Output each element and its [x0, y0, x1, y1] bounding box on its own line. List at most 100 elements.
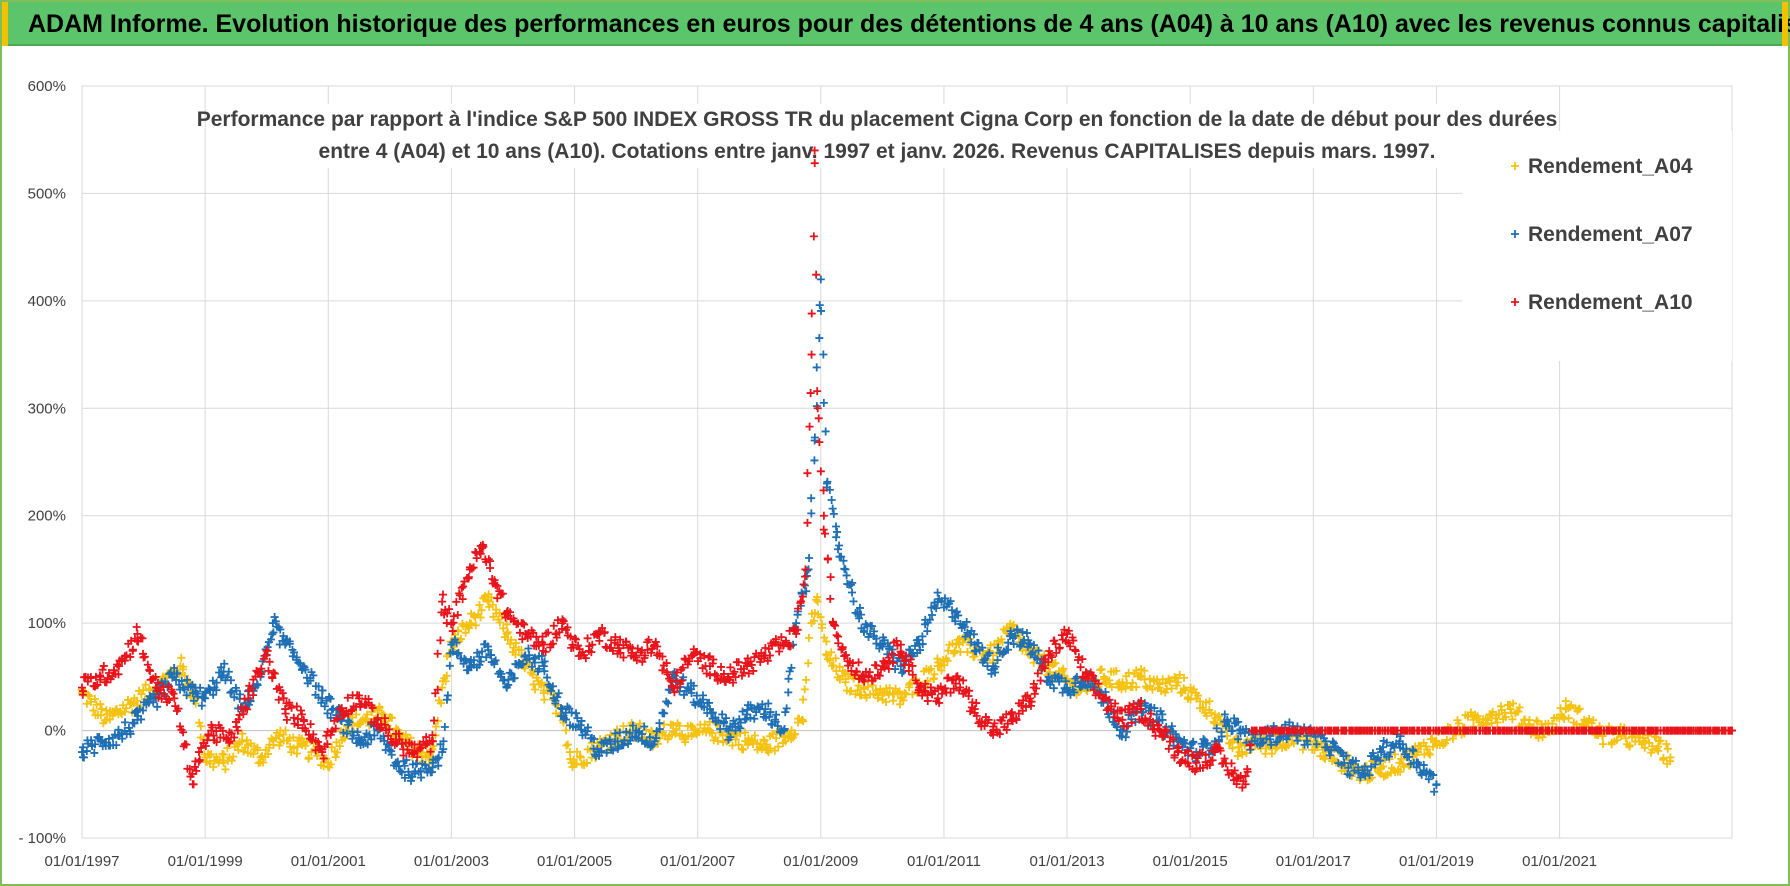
data-point: [1149, 717, 1157, 726]
data-point: [1414, 748, 1423, 757]
data-point: [563, 623, 572, 632]
data-point: [779, 726, 788, 735]
data-point: [622, 637, 631, 646]
data-point: [1395, 737, 1404, 746]
data-point: [866, 629, 875, 638]
data-point: [619, 741, 628, 750]
data-point: [249, 691, 258, 700]
data-point: [669, 683, 678, 692]
x-tick-label: 01/01/1997: [44, 853, 119, 870]
data-point: [943, 656, 952, 665]
data-point: [884, 664, 893, 673]
data-point: [163, 680, 172, 689]
data-point: [1303, 740, 1312, 749]
data-point: [1243, 765, 1252, 774]
data-point: [539, 662, 548, 671]
data-point: [475, 652, 484, 661]
data-point: [906, 655, 915, 664]
data-point: [761, 651, 770, 660]
data-point: [831, 654, 840, 663]
data-point: [225, 737, 234, 746]
data-point: [686, 721, 695, 730]
data-point: [299, 662, 308, 671]
data-point: [182, 691, 191, 700]
data-point: [347, 707, 356, 716]
data-point: [687, 651, 696, 660]
data-point: [1132, 683, 1141, 692]
data-point: [1225, 722, 1234, 731]
data-point: [194, 757, 203, 766]
data-point: [126, 729, 135, 738]
data-point: [888, 658, 897, 667]
data-point: [226, 676, 235, 685]
data-point: [1057, 674, 1066, 683]
data-point: [134, 637, 143, 646]
data-point: [1212, 724, 1221, 733]
data-point: [1241, 780, 1250, 789]
x-tick-label: 01/01/2019: [1399, 853, 1474, 870]
data-point: [342, 729, 351, 738]
data-point: [1321, 737, 1330, 746]
data-point: [318, 686, 327, 695]
data-point: [447, 640, 456, 649]
data-point: [1240, 728, 1249, 737]
y-tick-label: 500%: [28, 185, 66, 202]
data-point: [122, 651, 131, 660]
data-point: [544, 628, 553, 637]
data-point: [828, 504, 837, 513]
data-point: [1162, 726, 1171, 735]
data-point: [518, 635, 527, 644]
data-point: [994, 643, 1003, 652]
data-point: [445, 605, 454, 614]
data-point: [759, 735, 768, 744]
data-point: [443, 691, 452, 700]
data-point: [391, 737, 400, 746]
data-point: [853, 686, 862, 695]
data-point: [873, 694, 882, 703]
data-point: [1160, 725, 1169, 734]
data-point: [616, 648, 625, 657]
data-point: [816, 275, 825, 284]
data-point: [816, 613, 825, 622]
data-point: [930, 670, 939, 679]
data-point: [520, 620, 529, 629]
data-point: [379, 710, 388, 719]
data-point: [253, 681, 262, 690]
data-point: [439, 737, 448, 746]
data-point: [817, 306, 826, 315]
data-point: [397, 740, 406, 749]
data-point: [153, 702, 162, 711]
data-point: [249, 749, 258, 758]
data-point: [441, 677, 450, 686]
data-point: [477, 606, 486, 615]
data-point: [878, 640, 887, 649]
data-point: [1567, 701, 1576, 710]
data-point: [662, 697, 671, 706]
data-point: [896, 694, 905, 703]
data-point: [256, 753, 265, 762]
data-point: [99, 661, 108, 670]
data-point: [611, 633, 620, 642]
chart-title-line: Performance par rapport à l'indice S&P 5…: [197, 108, 1558, 131]
data-point: [705, 671, 714, 680]
data-point: [841, 565, 850, 574]
data-point: [1352, 726, 1361, 735]
data-point: [1414, 758, 1423, 767]
data-point: [835, 541, 844, 550]
data-point: [1625, 742, 1634, 751]
data-point: [140, 652, 149, 661]
data-point: [832, 631, 841, 640]
data-point: [549, 621, 558, 630]
data-point: [1345, 771, 1354, 780]
data-point: [448, 647, 457, 656]
data-point: [815, 334, 824, 343]
data-point: [705, 705, 714, 714]
data-point: [465, 619, 474, 628]
data-point: [937, 666, 946, 675]
data-point: [1684, 726, 1693, 735]
data-point: [114, 670, 123, 679]
data-point: [447, 619, 456, 628]
data-point: [1100, 672, 1109, 681]
data-point: [815, 438, 824, 447]
data-point: [507, 635, 516, 644]
